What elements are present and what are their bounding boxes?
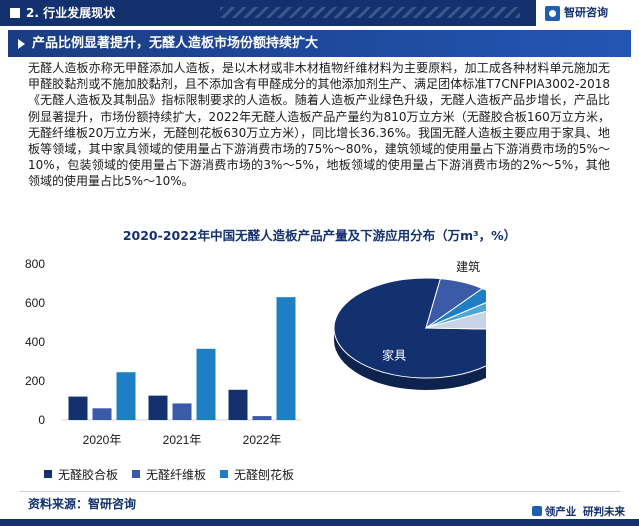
footer-brand-b: 研判未来	[583, 506, 625, 518]
footer-brand-a: 领产业	[544, 506, 577, 518]
legend-item: 无醛刨花板	[220, 466, 294, 483]
legend-swatch	[220, 470, 229, 478]
legend-swatch	[44, 470, 52, 478]
brand-logo: 智研咨询	[536, 0, 639, 26]
zhiyan-logo-icon	[545, 6, 560, 21]
legend-label: 无醛纤维板	[146, 467, 207, 482]
section-title-bar: 产品比例显著提升，无醛人造板市场份额持续扩大	[8, 30, 631, 57]
chart-title: 2020-2022年中国无醛人造板产品产量及下游应用分布（万m³，%）	[122, 228, 517, 243]
y-tick-label: 200	[25, 374, 45, 388]
pie-label-1: 家具	[382, 348, 406, 363]
y-tick-label: 600	[25, 296, 45, 310]
triangle-marker-icon	[18, 39, 25, 49]
legend-label: 无醛胶合板	[58, 467, 119, 482]
square-bullet-icon	[10, 8, 20, 18]
y-tick-label: 0	[38, 413, 45, 427]
bar-chart: 0 200 400 600 800 2020年 2021年 2022年	[25, 257, 302, 447]
legend-item: 无醛纤维板	[132, 466, 206, 483]
section-label: 2. 行业发展现状	[10, 0, 115, 26]
bar-2-2	[172, 403, 192, 420]
y-tick-label: 400	[25, 335, 45, 349]
bar-chart-legend: 无醛胶合板 无醛纤维板 无醛刨花板	[44, 465, 294, 483]
x-tick-label: 2020年	[83, 433, 122, 447]
bar-1-2	[148, 395, 168, 420]
legend-label: 无醛刨花板	[234, 467, 295, 482]
brand-logo-text: 智研咨询	[564, 6, 608, 19]
footer-source: 资料来源：智研咨询	[28, 497, 137, 511]
section-label-text: 2. 行业发展现状	[26, 6, 116, 20]
pie-depth-wall	[334, 328, 486, 390]
bar-1-3	[228, 389, 248, 420]
body-paragraph: 无醛人造板亦称无甲醛添加人造板，是以木材或非木材植物纤维材料为主要原料，加工成各…	[28, 61, 610, 189]
section-title: 产品比例显著提升，无醛人造板市场份额持续扩大	[32, 36, 319, 51]
pie-label-2: 建筑	[456, 259, 480, 274]
footer-brand: 领产业 研判未来	[531, 504, 625, 519]
bar-1-1	[68, 396, 88, 420]
legend-swatch	[132, 470, 141, 478]
bottom-strip	[0, 519, 639, 526]
legend-item: 无醛胶合板	[44, 466, 118, 483]
y-tick-label: 800	[25, 257, 45, 271]
pie-slice-3	[425, 287, 486, 329]
pie-chart: 家具建筑包装地板其他	[333, 259, 486, 390]
x-tick-label: 2022年	[243, 433, 282, 447]
bar-3-1	[116, 372, 136, 420]
bar-2-3	[252, 416, 272, 420]
bar-3-2	[196, 348, 216, 420]
pie-slice-5	[425, 310, 486, 330]
decorative-stripe	[220, 7, 520, 18]
bar-3-3	[276, 297, 296, 420]
pie-slice-1	[333, 277, 486, 379]
top-header-bar: 2. 行业发展现状 智研咨询	[0, 0, 639, 26]
brand-mini-logo-icon	[531, 506, 542, 516]
bar-2-1	[92, 408, 112, 420]
footer-divider	[20, 491, 620, 492]
x-tick-label: 2021年	[163, 433, 202, 447]
